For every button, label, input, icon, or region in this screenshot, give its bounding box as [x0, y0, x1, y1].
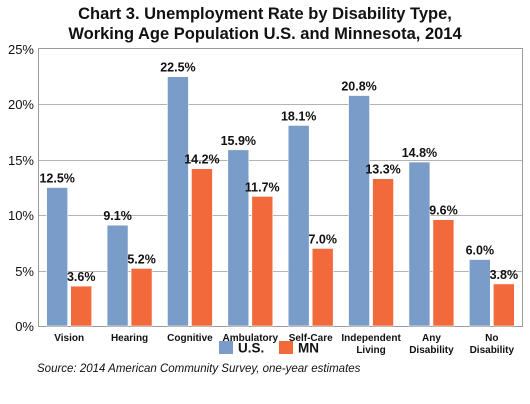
y-tick-label: 25% [8, 42, 34, 57]
data-label: 11.7% [245, 180, 280, 194]
bar-us [469, 259, 491, 327]
data-label: 12.5% [39, 172, 74, 186]
bar-mn [372, 178, 394, 327]
x-tick-label: Self-Care [289, 333, 333, 344]
x-tick-label: Cognitive [167, 333, 213, 344]
data-label: 7.0% [308, 232, 337, 246]
data-label: 18.1% [281, 109, 316, 123]
bar-mn [70, 285, 92, 327]
bar-mn [432, 219, 455, 327]
bar-us [227, 149, 250, 327]
legend-label-mn: MN [298, 341, 319, 356]
bar-us [46, 187, 68, 327]
chart-title: Chart 3. Unemployment Rate by Disability… [68, 5, 462, 43]
y-tick-label: 20% [8, 97, 34, 112]
bar-us [287, 125, 310, 327]
y-tick-label: 15% [8, 153, 34, 168]
bar-mn [191, 168, 213, 327]
bar-us [167, 76, 189, 327]
chart-title-line-2: Working Age Population U.S. and Minnesot… [68, 25, 462, 43]
y-tick-label: 10% [8, 208, 34, 223]
y-tick-label: 0% [15, 319, 34, 334]
bar-us [408, 161, 431, 327]
x-axis: Vision Hearing Cognitive Ambulatory Self-Car… [54, 333, 514, 356]
x-tick-label: Any [422, 333, 441, 344]
data-label: 6.0% [466, 244, 495, 258]
data-label: 5.2% [127, 252, 156, 266]
data-label: 15.9% [221, 134, 256, 148]
legend-label-us: U.S. [238, 341, 264, 356]
bar-mn [493, 283, 515, 327]
legend-swatch-us [219, 341, 233, 354]
legend: U.S. MN [219, 341, 319, 356]
chart-title-line-1: Chart 3. Unemployment Rate by Disability… [78, 5, 452, 23]
bars [46, 76, 515, 327]
data-label: 9.6% [429, 204, 458, 218]
x-tick-label: Hearing [111, 333, 148, 344]
data-label: 14.2% [184, 153, 219, 167]
plot-area-frame [38, 48, 523, 327]
x-tick-label: Disability [470, 345, 515, 356]
y-tick-label: 5% [15, 264, 34, 279]
data-label: 13.3% [365, 163, 400, 177]
x-tick-label: Living [356, 345, 385, 356]
x-tick-label: No [485, 333, 498, 344]
bar-mn [130, 268, 153, 327]
data-labels: 12.5% 3.6% 9.1% 5.2% 22.5% 14.2%15.9% 11.7% 18.… [39, 61, 518, 284]
bar-us [106, 224, 129, 327]
y-axis: 0% 5% 10% 15% 20% 25% [8, 42, 34, 334]
bar-us [348, 95, 370, 327]
x-tick-label: Ambulatory [223, 333, 279, 344]
data-label: 20.8% [341, 80, 376, 94]
source-note: Source: 2014 American Community Survey, … [37, 363, 361, 375]
bar-mn [311, 248, 334, 327]
x-tick-label: Independent [341, 333, 401, 344]
data-label: 3.6% [67, 270, 96, 284]
x-tick-label: Vision [54, 333, 84, 344]
data-label: 9.1% [103, 209, 132, 223]
legend-swatch-mn [279, 341, 293, 354]
data-label: 14.8% [402, 146, 437, 160]
bar-mn [251, 196, 274, 327]
data-label: 3.8% [490, 268, 519, 282]
data-label: 22.5% [160, 61, 195, 75]
x-tick-label: Disability [409, 345, 454, 356]
